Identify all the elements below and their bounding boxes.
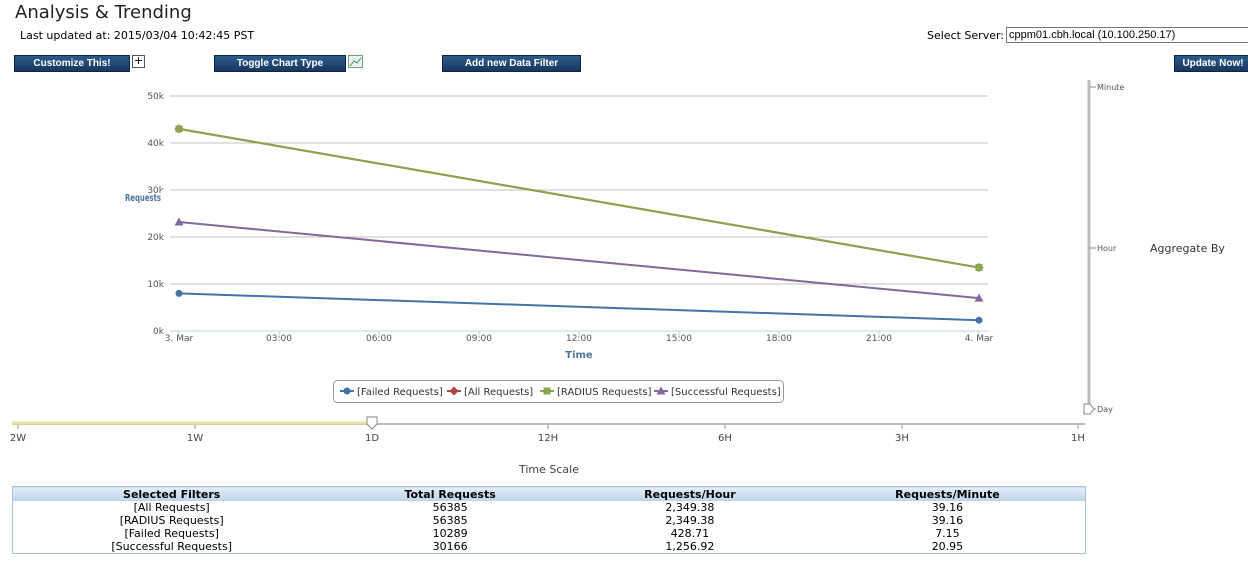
table-cell: [Successful Requests] <box>111 539 233 553</box>
marker <box>175 125 183 133</box>
time-label: 6H <box>718 433 732 444</box>
table-cell: 2,349.38 <box>665 500 715 514</box>
column-header: Selected Filters <box>12 486 331 501</box>
legend-label: [Successful Requests] <box>671 387 781 398</box>
expand-icon[interactable]: + <box>132 54 145 68</box>
table-cell: [All Requests] <box>133 500 210 514</box>
marker <box>175 289 183 297</box>
update-button[interactable]: Update Now! <box>1174 55 1248 72</box>
legend-label: [All Requests] <box>464 387 533 398</box>
legend-label: [RADIUS Requests] <box>557 387 652 398</box>
marker <box>449 386 459 396</box>
y-tick-label: 10k <box>147 280 164 290</box>
x-tick-label: 4. Mar <box>965 334 994 344</box>
y-label-clip <box>161 190 171 204</box>
y-axis-label: Requests <box>125 193 161 204</box>
y-tick-label: 50k <box>147 92 164 102</box>
aggregate-level: Minute <box>1097 83 1124 92</box>
x-tick-label: 06:00 <box>366 334 392 344</box>
column-header: Requests/Minute <box>809 486 1086 501</box>
column-header: Total Requests <box>330 486 570 501</box>
x-axis-label: Time <box>565 350 593 361</box>
x-tick-label: 12:00 <box>566 334 592 344</box>
legend-box <box>333 380 784 403</box>
table-cell: [RADIUS Requests] <box>119 513 224 527</box>
y-tick-label: 20k <box>147 233 164 243</box>
table-cell: 10289 <box>432 526 468 540</box>
table-cell: 39.16 <box>931 500 964 514</box>
marker <box>975 316 983 324</box>
toggle-button[interactable]: Toggle Chart Type <box>214 55 346 72</box>
x-tick-label: 15:00 <box>666 334 692 344</box>
x-tick-label: 21:00 <box>866 334 892 344</box>
table-row: [Failed Requests] 10289 428.71 7.15 <box>13 527 1086 540</box>
table-row: [All Requests] 56385 2,349.38 39.16 <box>13 501 1086 514</box>
table-cell: 2,349.38 <box>665 513 715 527</box>
aggregate-handle[interactable] <box>1083 403 1095 415</box>
x-tick-label: 09:00 <box>466 334 492 344</box>
marker <box>174 217 184 226</box>
time-label: 2W <box>10 433 26 444</box>
x-tick-label: 3. Mar <box>165 334 194 344</box>
time-label: 3H <box>895 433 909 444</box>
marker <box>975 264 983 272</box>
table-cell: 428.71 <box>670 526 710 540</box>
table-row: [Successful Requests] 30166 1,256.92 20.95 <box>13 540 1086 554</box>
marker <box>656 386 666 395</box>
time-handle[interactable] <box>366 416 378 430</box>
last-updated: Last updated at: 2015/03/04 10:42:45 PST <box>20 29 255 42</box>
time-label: 12H <box>538 433 558 444</box>
aggregate-level: Hour <box>1097 244 1117 253</box>
server-select[interactable]: cppm01.cbh.local (10.100.250.17) <box>1006 27 1248 43</box>
y-tick-label: 0k <box>153 327 165 337</box>
marker <box>343 387 351 395</box>
table-cell: 20.95 <box>931 539 964 553</box>
x-tick-label: 03:00 <box>266 334 292 344</box>
marker <box>974 293 984 302</box>
table-cell: 56385 <box>432 500 468 514</box>
filter-table: Selected Filters Total Requests Requests/H… <box>12 486 1086 554</box>
add-filter-button[interactable]: Add new Data Filter <box>442 55 581 72</box>
chart-icon[interactable] <box>348 55 364 69</box>
y-tick-label: 40k <box>147 139 164 149</box>
table-row: [RADIUS Requests] 56385 2,349.38 39.16 <box>13 514 1086 527</box>
y-tick-label: 30k <box>147 186 164 196</box>
marker <box>543 387 551 395</box>
series-line <box>178 220 980 300</box>
column-header: Requests/Hour <box>569 486 810 501</box>
table-cell: 1,256.92 <box>665 539 715 553</box>
time-label: 1H <box>1071 433 1085 444</box>
customize-button[interactable]: Customize This! <box>14 55 130 72</box>
table-header: Selected Filters Total Requests Requests/H… <box>12 486 1086 501</box>
table-cell: 39.16 <box>931 513 964 527</box>
legend-label: [Failed Requests] <box>357 387 443 398</box>
aggregate-level: Day <box>1097 405 1113 414</box>
table-cell: 56385 <box>432 513 468 527</box>
time-label: 1D <box>365 433 379 444</box>
series-line <box>178 127 980 269</box>
time-label: 1W <box>187 433 203 444</box>
page-title: Analysis & Trending <box>15 2 192 23</box>
table-cell: 7.15 <box>935 526 960 540</box>
aggregate-title: Aggregate By <box>1150 242 1225 255</box>
table-cell: 30166 <box>432 539 468 553</box>
x-tick-label: 18:00 <box>766 334 792 344</box>
chart: 0k 10k 20k 30k 40k 50k 3. Mar 03:00 06:00 09:00 12… <box>10 80 1225 476</box>
table-cell: [Failed Requests] <box>124 526 219 540</box>
server-label: Select Server: <box>927 29 1005 42</box>
series-line <box>178 292 980 322</box>
time-title: Time Scale <box>518 463 579 476</box>
